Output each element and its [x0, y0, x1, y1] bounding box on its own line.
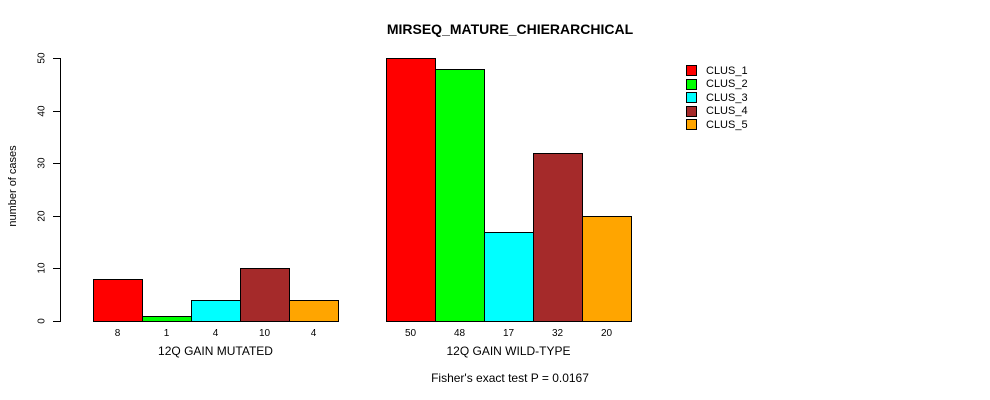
y-tick-label: 20: [36, 210, 48, 222]
y-tick: [53, 58, 60, 59]
bar: [484, 231, 534, 322]
y-tick: [53, 321, 60, 322]
y-tick: [53, 110, 60, 112]
y-tick-label: 10: [36, 262, 48, 274]
bar: [435, 68, 485, 322]
bar-value-label: 50: [404, 328, 417, 339]
bar-value-label: 4: [212, 328, 219, 339]
bar-value-label: 8: [114, 328, 121, 339]
y-tick-label: 40: [36, 105, 48, 117]
bar-value-label: 17: [502, 328, 515, 339]
bar: [386, 58, 436, 322]
y-tick-label: 0: [36, 318, 48, 324]
bar-value-label: 10: [258, 328, 271, 339]
group-label: 12Q GAIN MUTATED: [158, 344, 273, 358]
y-tick: [53, 163, 60, 165]
legend-label: CLUS_3: [706, 91, 748, 104]
caption: Fisher's exact test P = 0.0167: [431, 371, 589, 385]
legend-swatch: [686, 78, 697, 90]
bar-value-label: 1: [163, 328, 170, 339]
legend-swatch: [686, 105, 697, 117]
legend-swatch: [686, 119, 697, 130]
y-axis-label: number of cases: [7, 145, 19, 227]
chart-title: MIRSEQ_MATURE_CHIERARCHICAL: [386, 21, 634, 37]
legend-swatch: [686, 92, 697, 103]
group-label: 12Q GAIN WILD-TYPE: [446, 344, 571, 358]
bar: [142, 315, 192, 322]
bar: [289, 299, 339, 322]
y-tick-label: 50: [36, 52, 48, 64]
y-tick: [53, 268, 60, 270]
bar-value-label: 20: [600, 328, 613, 339]
legend-label: CLUS_1: [706, 64, 748, 77]
bar: [582, 215, 632, 322]
y-tick: [53, 215, 60, 217]
bar: [93, 278, 143, 322]
legend-label: CLUS_4: [706, 105, 748, 117]
bar-value-label: 32: [551, 328, 564, 339]
bar-value-label: 4: [310, 328, 317, 339]
bar: [191, 299, 241, 322]
bar: [240, 268, 290, 322]
bar-value-label: 48: [453, 328, 466, 339]
legend-label: CLUS_5: [706, 118, 748, 131]
legend-label: CLUS_2: [706, 78, 748, 90]
legend-swatch: [686, 65, 697, 76]
bar: [533, 152, 583, 322]
y-tick-label: 30: [36, 157, 48, 169]
y-axis-line: [60, 58, 61, 322]
